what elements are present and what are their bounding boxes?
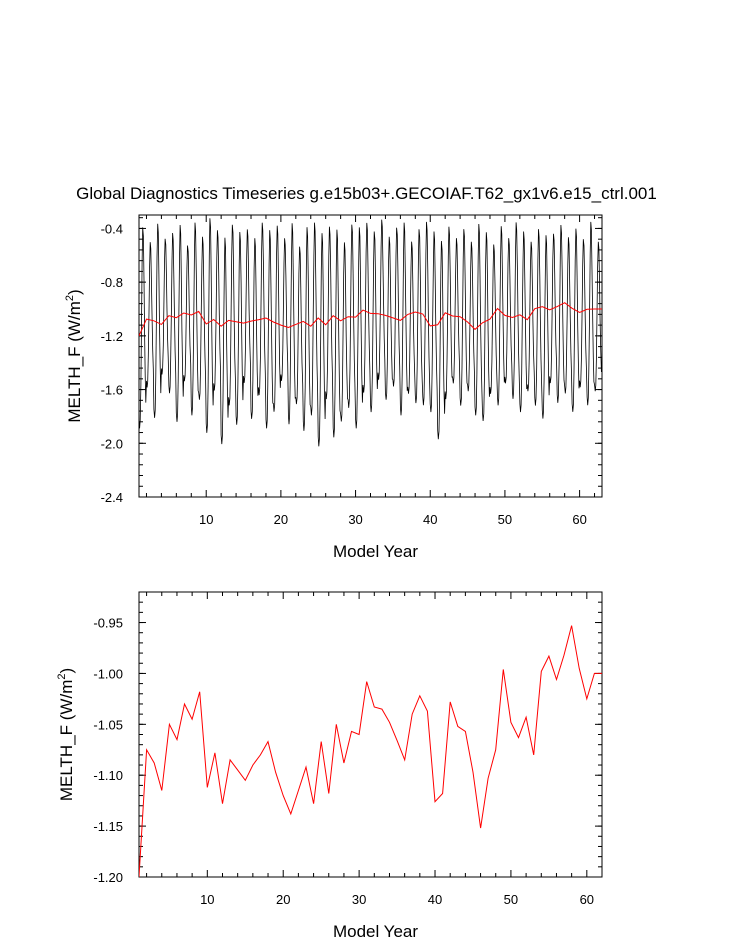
y-tick-label: -1.00 <box>93 666 123 681</box>
x-tick-label: 10 <box>200 892 214 907</box>
y-tick-label: -0.4 <box>101 221 123 236</box>
series-line-monthly <box>139 218 602 447</box>
y-axis-label: MELTH_F (W/m2) <box>56 668 76 801</box>
x-tick-label: 40 <box>428 892 442 907</box>
x-axis-label: Model Year <box>333 542 418 561</box>
y-tick-label: -1.6 <box>101 383 123 398</box>
y-tick-label: -1.05 <box>93 717 123 732</box>
x-tick-label: 60 <box>572 512 586 527</box>
y-axis-label: MELTH_F (W/m2) <box>64 289 84 422</box>
x-axis-label: Model Year <box>333 922 418 941</box>
x-tick-label: 50 <box>504 892 518 907</box>
x-tick-label: 30 <box>352 892 366 907</box>
y-tick-label: -1.15 <box>93 819 123 834</box>
y-tick-label: -1.2 <box>101 329 123 344</box>
x-tick-label: 30 <box>348 512 362 527</box>
y-axis-label-main: MELTH_F (W/m <box>65 301 84 423</box>
chart-panel-2: 10 20 30 40 50 60 -1.20 -1.15 -1.10 -1.05 -1.00 -0.… <box>56 591 603 941</box>
x-tick-label: 10 <box>199 512 213 527</box>
y-axis-label-close: ) <box>57 668 76 674</box>
y-tick-label: -1.10 <box>93 768 123 783</box>
y-axis-label-superscript: 2 <box>64 295 76 301</box>
y-tick-label: -1.20 <box>93 870 123 885</box>
y-axis-label-close: ) <box>65 289 84 295</box>
chart-panel-1: 10 20 30 40 50 60 -2.4 -2.0 -1.6 -1.2 -0.8 -0.4 Mode… <box>64 214 603 561</box>
x-tick-label: 50 <box>498 512 512 527</box>
y-tick-label: -0.95 <box>93 616 123 631</box>
x-tick-label: 40 <box>423 512 437 527</box>
x-tick-label: 20 <box>276 892 290 907</box>
y-axis-label-superscript: 2 <box>56 674 68 680</box>
series-line-annual-mean <box>139 625 602 877</box>
series-line-annual-mean <box>139 302 602 337</box>
y-tick-label: -2.4 <box>101 490 123 505</box>
y-tick-label: -0.8 <box>101 275 123 290</box>
plot-frame-2 <box>138 591 603 878</box>
x-tick-label: 20 <box>274 512 288 527</box>
chart-title: Global Diagnostics Timeseries g.e15b03+.… <box>76 184 657 203</box>
y-axis-label-main: MELTH_F (W/m <box>57 680 76 802</box>
x-tick-label: 60 <box>580 892 594 907</box>
y-tick-label: -2.0 <box>101 436 123 451</box>
